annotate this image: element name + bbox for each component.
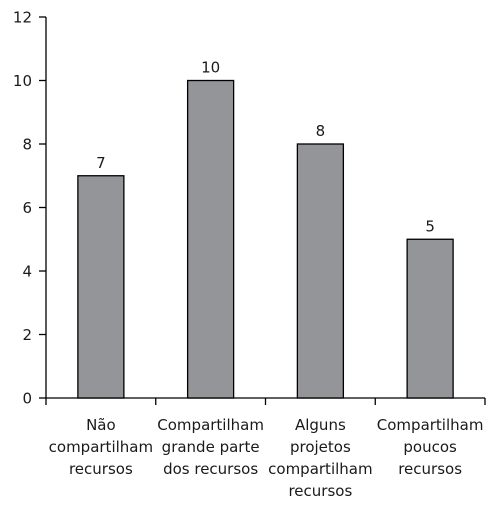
- x-tick-label: Alguns projetos compartilham recursos: [268, 416, 372, 500]
- bars: [77, 79, 454, 399]
- x-tick-label: Compartilham poucos recursos: [377, 416, 484, 478]
- y-tick-label: 0: [22, 390, 32, 408]
- y-axis: 0 2 4 6 8 10 12: [13, 9, 47, 408]
- x-tick-label: Não compartilham recursos: [49, 416, 153, 478]
- x-tick-label: Compartilham grande parte dos recursos: [157, 416, 264, 478]
- y-tick-label: 10: [13, 72, 32, 90]
- bar-value-label: 10: [201, 59, 220, 77]
- bar-value-label: 8: [316, 122, 326, 140]
- bar-value-label: 5: [425, 217, 435, 235]
- bar: [296, 143, 345, 399]
- y-tick-label: 4: [22, 263, 32, 281]
- y-tick-label: 2: [22, 326, 32, 344]
- y-tick-label: 6: [22, 199, 32, 217]
- bar: [186, 79, 235, 399]
- value-labels: 7 10 8 5: [96, 59, 435, 236]
- bar-value-label: 7: [96, 154, 106, 172]
- bar: [77, 175, 125, 399]
- x-axis: [45, 397, 486, 405]
- bar: [406, 238, 454, 399]
- y-tick-label: 8: [22, 136, 32, 154]
- y-tick-label: 12: [13, 9, 32, 27]
